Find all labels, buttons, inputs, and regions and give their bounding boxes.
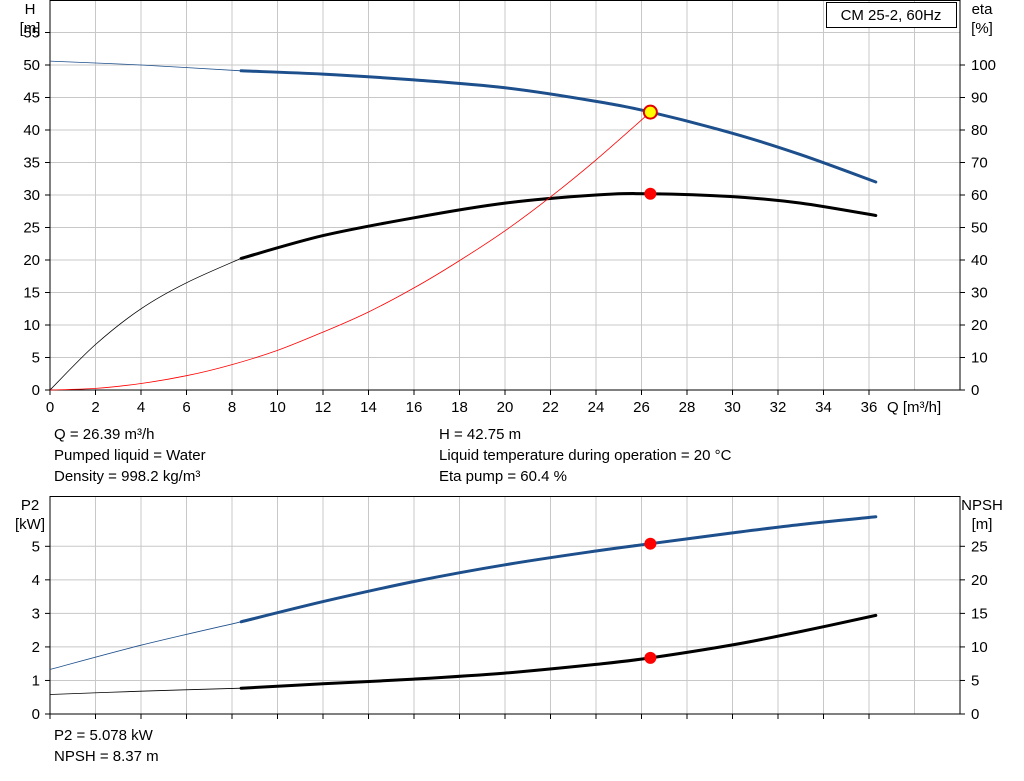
x-tick-label: 6	[182, 399, 190, 416]
series-efficiency	[49, 192, 878, 391]
p2-readout: P2 = 5.078 kW	[54, 727, 153, 744]
x-tick-label: 22	[542, 399, 559, 416]
top-info-left: Q = 26.39 m³/h Pumped liquid = Water Den…	[54, 424, 206, 487]
grid-1	[49, 496, 961, 715]
operating-point-marker	[644, 537, 657, 550]
x-tick-label: 28	[679, 399, 696, 416]
y-tick-label-right: 10	[971, 639, 988, 656]
series-line-system_curve	[49, 111, 651, 391]
x-tick-label: 26	[633, 399, 650, 416]
y-tick-label-left: 10	[23, 317, 40, 334]
y-tick-label-right: 10	[971, 350, 988, 367]
y-tick-label-right: 40	[971, 252, 988, 269]
y-tick-label-left: 15	[23, 285, 40, 302]
y-tick-label-left: 50	[23, 57, 40, 74]
x-tick-label: 18	[451, 399, 468, 416]
temperature-readout: Liquid temperature during operation = 20…	[439, 447, 732, 464]
x-tick-label: 12	[315, 399, 332, 416]
series-line-efficiency	[239, 192, 878, 260]
legend-box	[826, 2, 957, 28]
y-tick-label-left: 25	[23, 220, 40, 237]
x-tick-label: 36	[861, 399, 878, 416]
bottom-info: P2 = 5.078 kW NPSH = 8.37 m	[54, 725, 159, 767]
y-tick-label-right: 100	[971, 57, 996, 74]
x-tick-label: 10	[269, 399, 286, 416]
series-line-head	[239, 69, 878, 184]
y-tick-label-left: 35	[23, 155, 40, 172]
series-line-thin-power_p2	[49, 621, 242, 670]
y-tick-label-right: 30	[971, 285, 988, 302]
x-tick-label: 34	[815, 399, 832, 416]
y-tick-label-right: 15	[971, 605, 988, 622]
operating-point-marker	[644, 651, 657, 664]
flow-readout: Q = 26.39 m³/h	[54, 426, 155, 443]
x-tick-label: 4	[137, 399, 145, 416]
y-axis-label-right: NPSH	[961, 497, 1003, 514]
y-axis-unit-right: [m]	[972, 516, 993, 533]
y-tick-label-right: 5	[971, 672, 979, 689]
series-line-thin-head	[49, 60, 242, 72]
y-tick-label-right: 60	[971, 187, 988, 204]
y-axis-unit-left: [kW]	[15, 516, 45, 533]
y-tick-label-right: 25	[971, 538, 988, 555]
y-tick-label-left: 1	[32, 672, 40, 689]
x-tick-label: 16	[406, 399, 423, 416]
pumped-liquid-readout: Pumped liquid = Water	[54, 447, 206, 464]
series-system_curve	[49, 111, 651, 391]
grid-0	[49, 0, 961, 391]
y-tick-label-left: 2	[32, 639, 40, 656]
operating-point-marker	[642, 104, 658, 120]
y-tick-label-right: 20	[971, 572, 988, 589]
y-tick-label-right: 0	[971, 706, 979, 723]
x-tick-label: 30	[724, 399, 741, 416]
x-tick-label: 14	[360, 399, 377, 416]
y-tick-label-left: 30	[23, 187, 40, 204]
series-line-thin-efficiency	[49, 258, 242, 391]
x-tick-label: 2	[91, 399, 99, 416]
y-tick-label-left: 0	[32, 382, 40, 399]
x-tick-label: 24	[588, 399, 605, 416]
series-line-npsh	[239, 613, 878, 690]
operating-point-marker	[644, 187, 657, 200]
head-readout: H = 42.75 m	[439, 426, 522, 443]
x-axis-label: Q [m³/h]	[887, 399, 941, 416]
y-tick-label-right: 0	[971, 382, 979, 399]
y-tick-label-left: 40	[23, 122, 40, 139]
series-line-power_p2	[239, 515, 878, 624]
y-axis-unit-left: [m]	[20, 20, 41, 37]
series-head	[49, 60, 878, 184]
eta-readout: Eta pump = 60.4 %	[439, 468, 567, 485]
density-readout: Density = 998.2 kg/m³	[54, 468, 201, 485]
y-axis-label-right: eta	[972, 1, 994, 18]
series-npsh	[49, 613, 878, 695]
series-line-thin-npsh	[49, 687, 242, 695]
y-tick-label-left: 0	[32, 706, 40, 723]
y-axis-label-left: P2	[21, 497, 39, 514]
y-tick-label-right: 80	[971, 122, 988, 139]
y-tick-label-left: 4	[32, 572, 40, 589]
y-tick-label-right: 70	[971, 155, 988, 172]
top-info-right: H = 42.75 m Liquid temperature during op…	[439, 424, 731, 487]
y-tick-label-left: 5	[32, 350, 40, 367]
y-axis-unit-right: [%]	[971, 20, 993, 37]
y-tick-label-right: 90	[971, 90, 988, 107]
series-power_p2	[49, 515, 878, 670]
y-tick-label-right: 20	[971, 317, 988, 334]
x-tick-label: 8	[228, 399, 236, 416]
y-tick-label-left: 45	[23, 90, 40, 107]
y-tick-label-left: 3	[32, 605, 40, 622]
x-tick-label: 0	[46, 399, 54, 416]
x-tick-label: 32	[770, 399, 787, 416]
npsh-readout: NPSH = 8.37 m	[54, 748, 159, 765]
y-tick-label-right: 50	[971, 220, 988, 237]
y-tick-label-left: 55	[23, 25, 40, 42]
legend-text: CM 25-2, 60Hz	[841, 7, 942, 24]
x-tick-label: 20	[497, 399, 514, 416]
y-axis-label-left: H	[25, 1, 36, 18]
y-tick-label-left: 5	[32, 538, 40, 555]
y-tick-label-left: 20	[23, 252, 40, 269]
